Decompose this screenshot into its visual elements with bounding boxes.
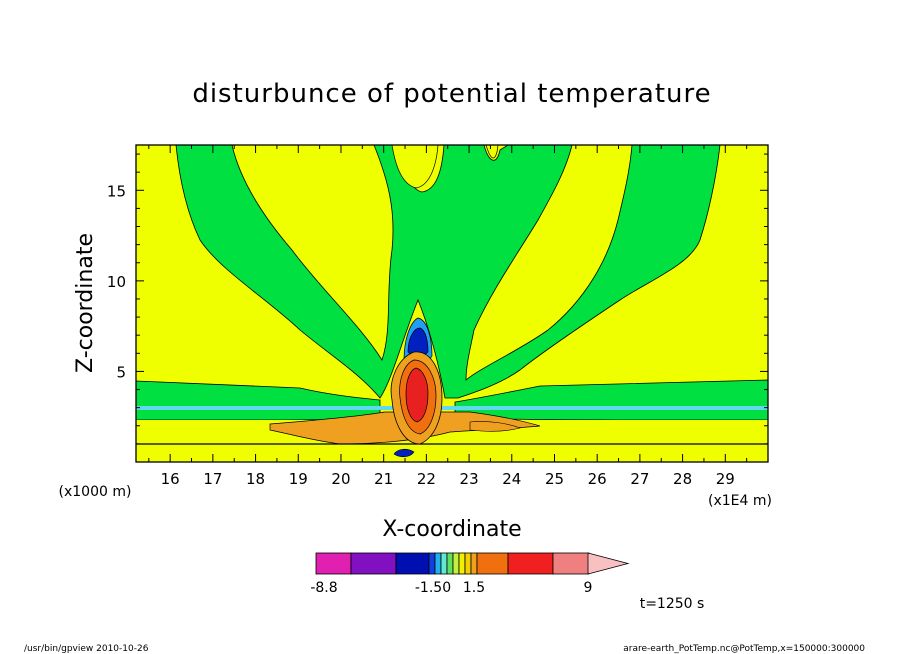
x-tick-label: 22 [417, 470, 436, 488]
x-tick-label: 19 [289, 470, 308, 488]
colorbar-label: 9 [584, 580, 593, 596]
y-axis: 5 10 15 [107, 153, 768, 445]
x-tick-label: 24 [502, 470, 521, 488]
green-plume-left-arm [175, 145, 721, 399]
colorbar-segment [452, 552, 460, 575]
plot-frame [135, 144, 769, 463]
y-axis-label: Z-coordinate [73, 233, 98, 373]
green-plume-center-hole-2 [485, 145, 499, 159]
time-label: t=1250 s [640, 596, 705, 612]
x-tick-label: 27 [630, 470, 649, 488]
colorbar-segment [434, 552, 442, 575]
x-unit-right: (x1E4 m) [708, 493, 772, 509]
green-plume-center-hole [391, 145, 439, 189]
blue-cell-bottom [393, 448, 415, 458]
y-tick-label: 5 [116, 363, 126, 381]
red-cell-core [405, 367, 429, 423]
colorbar-label: 1.5 [463, 580, 485, 596]
cyan-thin-layer [136, 406, 768, 410]
x-tick-label: 21 [374, 470, 393, 488]
colorbar-segment [507, 552, 554, 575]
footer-left: /usr/bin/gpview 2010-10-26 [24, 644, 149, 654]
footer-right: arare-earth_PotTemp.nc@PotTemp,x=150000:… [623, 644, 865, 654]
colorbar-segment [476, 552, 509, 575]
colorbar-segment [315, 552, 352, 575]
x-unit-left: (x1000 m) [59, 484, 132, 500]
x-tick-label: 29 [716, 470, 735, 488]
colorbar-segment [552, 552, 590, 575]
x-tick-label: 18 [246, 470, 265, 488]
x-tick-label: 16 [161, 470, 180, 488]
orange-wave-right-lobes [469, 421, 521, 432]
x-tick-label: 28 [673, 470, 692, 488]
colorbar-segment [464, 552, 472, 575]
colorbar-segment [458, 552, 466, 575]
bottom-green-layer [136, 445, 768, 462]
x-tick-label: 17 [203, 470, 222, 488]
x-tick-label: 23 [460, 470, 479, 488]
y-tick-label: 10 [107, 273, 126, 291]
colorbar-segment [440, 552, 448, 575]
x-tick-label: 20 [331, 470, 350, 488]
colorbar-segment [470, 552, 478, 575]
x-axis-label: X-coordinate [382, 517, 521, 542]
colorbar-segment [446, 552, 454, 575]
x-tick-label: 26 [588, 470, 607, 488]
y-tick-label: 15 [107, 182, 126, 200]
chart-title: disturbunce of potential temperature [192, 79, 711, 109]
colorbar-label: -8.8 [310, 580, 337, 596]
colorbar [315, 552, 630, 575]
colorbar-segment [350, 552, 397, 575]
colorbar-segment [428, 552, 436, 575]
x-tick-label: 25 [545, 470, 564, 488]
x-axis: 16 17 18 19 20 21 22 23 24 25 26 27 28 29 [148, 145, 748, 488]
colorbar-labels: -8.8 -1.50 1.5 9 [310, 580, 592, 596]
colorbar-label: -1.50 [415, 580, 451, 596]
colorbar-segment [395, 552, 430, 575]
contour-field [136, 145, 768, 462]
colorbar-extension-arrow [587, 552, 630, 575]
